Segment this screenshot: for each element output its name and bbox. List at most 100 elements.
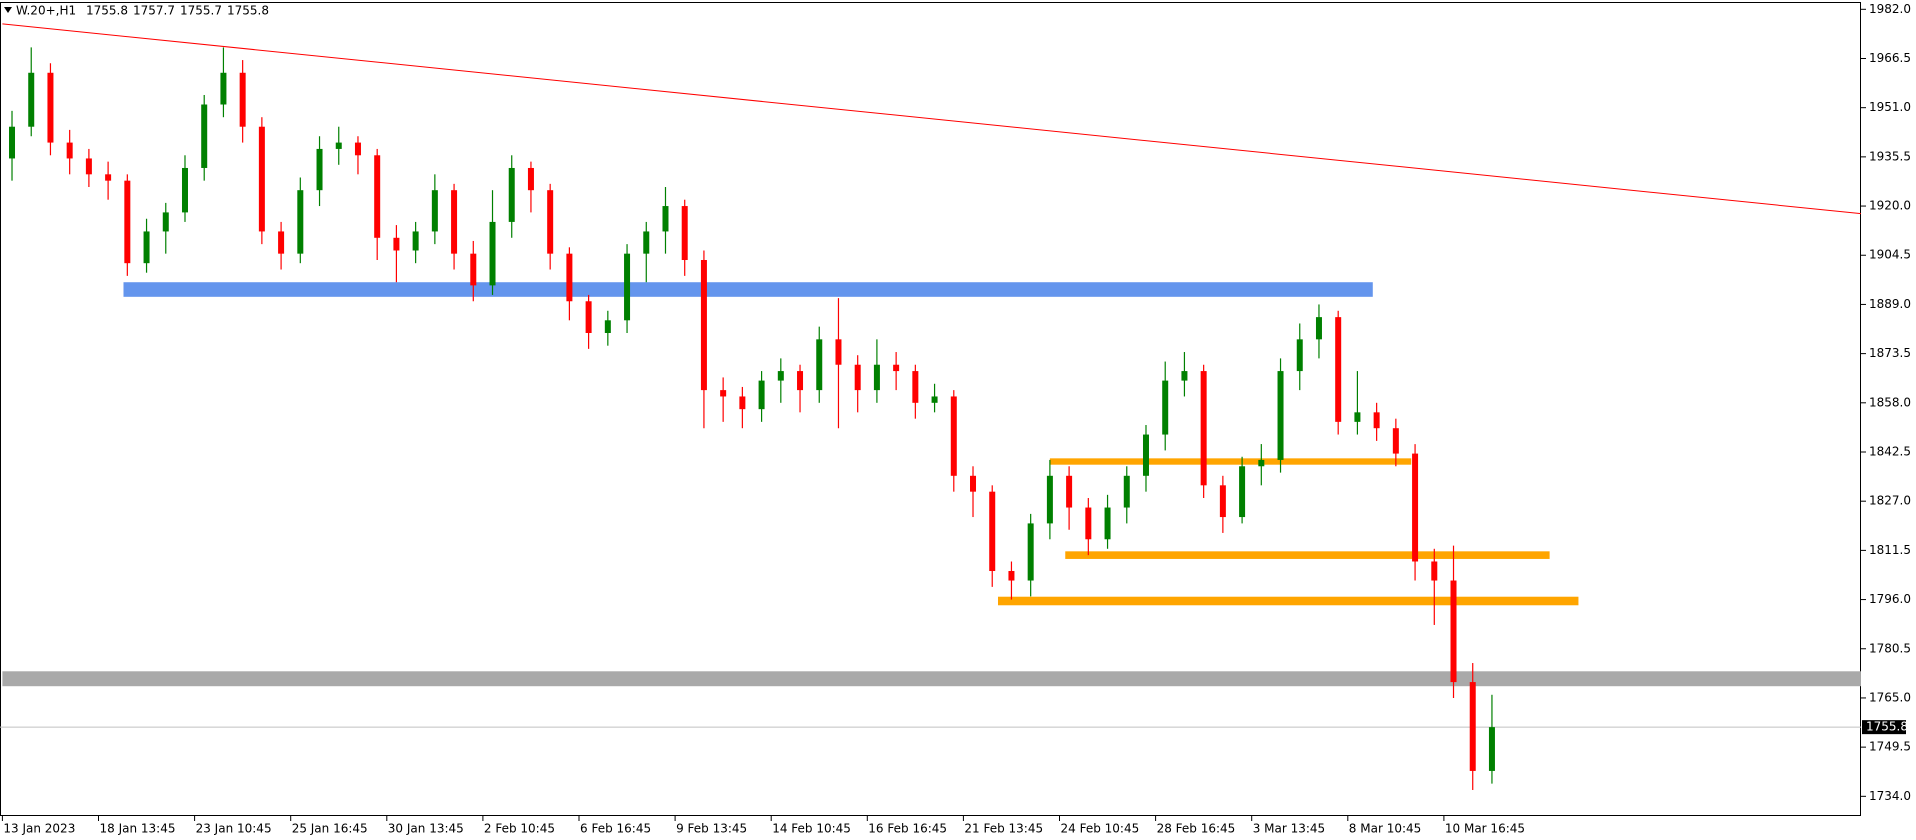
candle-body	[950, 396, 957, 476]
candle-body	[1258, 459, 1265, 467]
candle-body	[1162, 380, 1169, 435]
candle-body	[1488, 727, 1495, 771]
candle-body	[47, 72, 54, 143]
candle-body	[354, 142, 361, 156]
trendline	[2, 23, 1862, 215]
x-tick-label: 21 Feb 13:45	[964, 822, 1043, 836]
x-tick-label: 14 Feb 10:45	[772, 822, 851, 836]
candle-body	[970, 475, 977, 492]
candle-body	[1219, 485, 1226, 518]
candle-body	[681, 206, 688, 261]
candle-body	[662, 206, 669, 232]
candle-body	[758, 380, 765, 410]
candle-body	[1046, 475, 1053, 524]
y-tick-label: 1749.5	[1869, 740, 1911, 754]
y-tick-label: 1765.0	[1869, 690, 1911, 704]
candle-body	[739, 396, 746, 410]
x-tick-label: 13 Jan 2023	[3, 822, 75, 836]
plot-layer	[0, 23, 1862, 790]
candle-body	[239, 72, 246, 127]
candle-body	[374, 155, 381, 238]
y-tick-label: 1811.5	[1869, 543, 1911, 557]
candle-body	[1085, 507, 1092, 540]
candle-body	[777, 371, 784, 381]
candle-body	[624, 253, 631, 321]
candle-body	[9, 126, 16, 159]
y-tick-label: 1873.5	[1869, 346, 1911, 360]
y-tick-label: 1951.0	[1869, 100, 1911, 114]
x-tick-label: 24 Feb 10:45	[1061, 822, 1140, 836]
x-tick-label: 28 Feb 16:45	[1157, 822, 1236, 836]
candle-body	[700, 260, 707, 391]
zone	[2, 671, 1861, 687]
y-tick-label: 1935.5	[1869, 149, 1911, 163]
candle-body	[1354, 412, 1361, 422]
candle-body	[316, 148, 323, 191]
candle-body	[85, 158, 92, 175]
candle-body	[412, 231, 419, 251]
candle-body	[797, 371, 804, 391]
zone	[1049, 458, 1412, 465]
candle-body	[181, 167, 188, 213]
x-tick-label: 8 Mar 10:45	[1349, 822, 1422, 836]
x-tick-label: 23 Jan 10:45	[196, 822, 272, 836]
y-tick-label: 1904.5	[1869, 248, 1911, 262]
candle-body	[162, 212, 169, 232]
candle-body	[143, 231, 150, 264]
x-tick-label: 3 Mar 13:45	[1253, 822, 1326, 836]
candle-body	[1392, 428, 1399, 454]
y-tick-label: 1734.0	[1869, 789, 1911, 803]
x-tick-label: 10 Mar 16:45	[1445, 822, 1525, 836]
y-tick-label: 1780.5	[1869, 641, 1911, 655]
candle-body	[1066, 475, 1073, 508]
candle-body	[1315, 317, 1322, 340]
candle-body	[527, 167, 534, 191]
candle-body	[931, 396, 938, 403]
candle-body	[912, 371, 919, 403]
y-tick-label: 1966.5	[1869, 51, 1911, 65]
candle-body	[124, 180, 131, 264]
candle-body	[1200, 371, 1207, 486]
x-tick-label: 16 Feb 16:45	[868, 822, 947, 836]
symbol: W.20+,H1	[16, 4, 76, 18]
candle-body	[1123, 475, 1130, 508]
candle-body	[335, 142, 342, 149]
candle-body	[1239, 466, 1246, 518]
candle-body	[1142, 434, 1149, 476]
plot-frame	[0, 2, 1861, 816]
candle-body	[1469, 682, 1476, 771]
zone	[1065, 551, 1550, 559]
candle-body	[585, 301, 592, 333]
candle-body	[1104, 507, 1111, 540]
candle-body	[835, 339, 842, 365]
candle-body	[604, 320, 611, 333]
candle-body	[816, 339, 823, 391]
candle-body	[547, 190, 554, 254]
candle-body	[297, 190, 304, 254]
y-tick-label: 1842.5	[1869, 445, 1911, 459]
x-tick-label: 30 Jan 13:45	[388, 822, 464, 836]
menu-triangle[interactable]	[4, 7, 12, 13]
candle-body	[431, 190, 438, 232]
header-high: 1757.7	[133, 4, 175, 18]
candle-body	[28, 72, 35, 127]
zone	[997, 596, 1579, 606]
zone	[123, 282, 1373, 297]
candle-body	[1450, 580, 1457, 683]
header-low: 1755.7	[180, 4, 222, 18]
candle-body	[258, 126, 265, 232]
candle-body	[470, 253, 477, 286]
y-tick-label: 1982.0	[1869, 2, 1911, 16]
candle-body	[1431, 561, 1438, 581]
candle-body	[66, 142, 73, 159]
x-tick-label: 9 Feb 13:45	[676, 822, 747, 836]
candle-body	[1296, 339, 1303, 372]
candle-body	[1373, 412, 1380, 429]
header-open: 1755.8	[86, 4, 128, 18]
candle-body	[1027, 523, 1034, 581]
x-tick-label: 2 Feb 10:45	[484, 822, 555, 836]
x-tick-label: 25 Jan 16:45	[292, 822, 368, 836]
header-close: 1755.8	[227, 4, 269, 18]
candle-body	[489, 221, 496, 286]
